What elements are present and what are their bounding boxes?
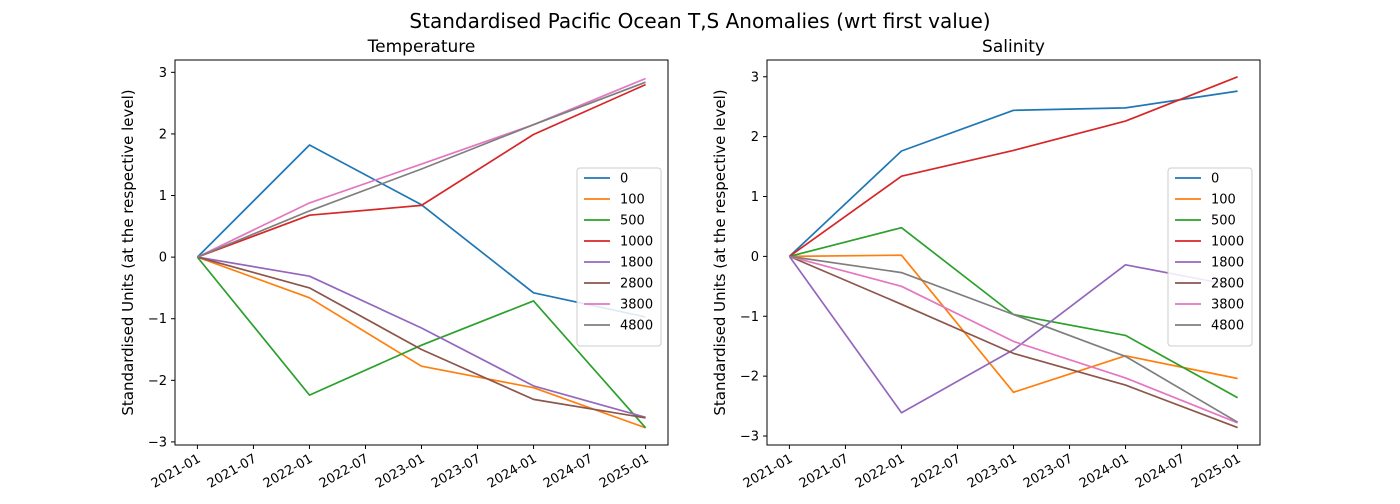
y-tick-label: 2 [159, 127, 167, 142]
x-tick-label: 2022-07 [909, 451, 964, 491]
series-line-1800 [788, 255, 1238, 414]
x-tick-label: 2023-07 [429, 451, 484, 491]
legend-entry-label: 4800 [620, 319, 653, 334]
figure-suptitle: Standardised Pacific Ocean T,S Anomalies… [409, 9, 990, 33]
legend: 0 100 500 1000 1800 2800 3800 4800 [1167, 167, 1253, 347]
series-line-1000 [788, 76, 1238, 258]
y-tick-label: −2 [740, 370, 759, 385]
x-tick-label: 2024-07 [541, 451, 596, 491]
legend-entry-label: 3800 [620, 298, 653, 313]
x-tick-label: 2023-07 [1021, 451, 1076, 491]
series-line-1000 [197, 83, 646, 258]
series-line-100 [197, 256, 646, 429]
x-tick-label: 2022-01 [853, 451, 908, 491]
y-tick-label: 0 [751, 250, 759, 265]
legend-entry-label: 4800 [1211, 319, 1244, 334]
y-tick-label: −3 [148, 435, 167, 450]
panel-title: Salinity [982, 37, 1045, 57]
temperature-panel: Temperature Standardised Units (at the re… [119, 37, 669, 492]
y-tick-label: 3 [159, 66, 167, 81]
legend-entry-label: 2800 [620, 277, 653, 292]
x-tick-label: 2022-07 [317, 451, 372, 491]
series-line-3800 [197, 77, 646, 258]
y-axis-label: Standardised Units (at the respective le… [711, 89, 729, 415]
series-line-3800 [789, 255, 1238, 424]
legend-entry-label: 100 [1211, 193, 1236, 208]
legend-entry-label: 500 [1211, 214, 1236, 229]
x-tick-label: 2024-01 [485, 451, 540, 491]
legend-entry-label: 0 [1211, 172, 1219, 187]
y-tick-label: 0 [159, 251, 167, 266]
legend-entry-label: 2800 [1211, 277, 1244, 292]
panel-title: Temperature [367, 37, 476, 57]
x-tick-label: 2022-01 [261, 451, 316, 491]
y-tick-label: 2 [751, 130, 759, 145]
legend-box [576, 167, 662, 347]
series-line-4800 [197, 81, 646, 258]
salinity-panel: Salinity Standardised Units (at the respe… [711, 37, 1261, 492]
y-tick-label: −1 [740, 310, 759, 325]
x-tick-label: 2021-01 [741, 451, 796, 491]
y-tick-label: 3 [751, 70, 759, 85]
series-line-1800 [197, 256, 646, 419]
series-line-0 [788, 90, 1238, 258]
series-line-100 [789, 254, 1238, 394]
series-line-2800 [789, 255, 1238, 429]
x-tick-label: 2025-01 [597, 451, 652, 491]
y-axis-label: Standardised Units (at the respective le… [119, 89, 137, 415]
x-tick-label: 2024-01 [1077, 451, 1132, 491]
series-line-500 [196, 256, 647, 429]
legend-entry-label: 1000 [1211, 235, 1244, 250]
legend-entry-label: 1000 [620, 235, 653, 250]
x-tick-label: 2023-01 [965, 451, 1020, 491]
legend-entry-label: 0 [620, 172, 628, 187]
series-line-4800 [789, 255, 1239, 423]
x-tick-label: 2023-01 [373, 451, 428, 491]
y-tick-label: 1 [159, 189, 167, 204]
legend-entry-label: 100 [620, 193, 645, 208]
y-tick-label: −1 [148, 312, 167, 327]
legend-entry-label: 500 [620, 214, 645, 229]
x-tick-label: 2021-07 [797, 451, 852, 491]
legend-entry-label: 3800 [1211, 298, 1244, 313]
y-tick-label: −3 [740, 430, 759, 445]
series-line-2800 [197, 256, 646, 419]
legend-entry-label: 1800 [1211, 256, 1244, 271]
x-tick-label: 2024-07 [1133, 451, 1188, 491]
legend: 0 100 500 1000 1800 2800 3800 4800 [576, 167, 662, 347]
axes-frame [766, 59, 1261, 446]
axes-frame [174, 59, 669, 446]
legend-box [1167, 167, 1253, 347]
x-tick-label: 2025-01 [1189, 451, 1244, 491]
y-tick-label: −2 [148, 374, 167, 389]
y-tick-label: 1 [751, 190, 759, 205]
x-tick-label: 2021-07 [205, 451, 260, 491]
x-tick-label: 2021-01 [149, 451, 204, 491]
legend-entry-label: 1800 [620, 256, 653, 271]
